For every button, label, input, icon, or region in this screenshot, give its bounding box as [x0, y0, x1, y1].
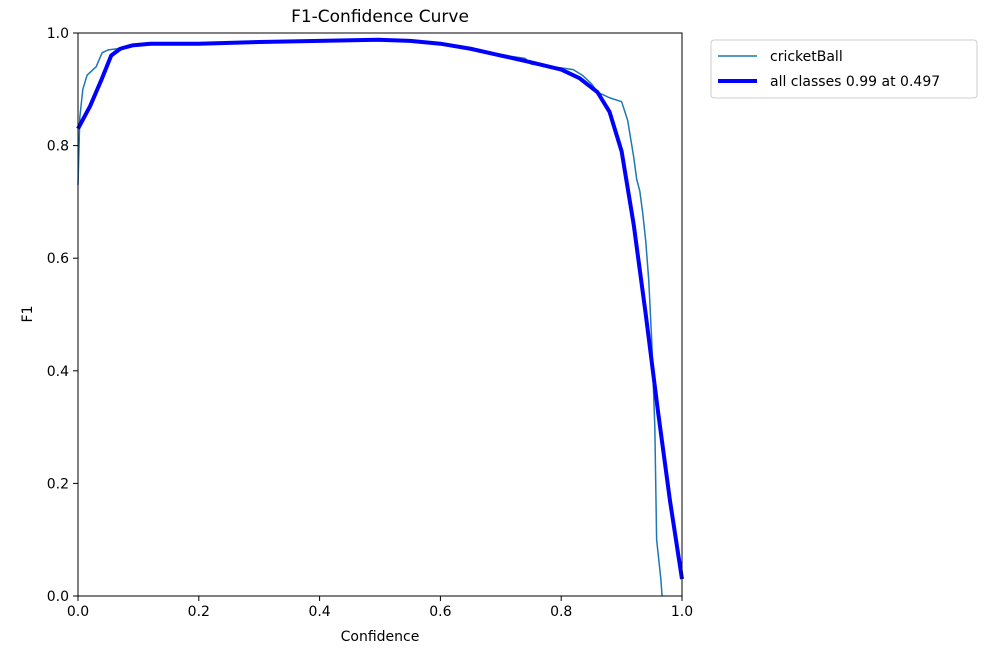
x-tick-label: 0.2 [188, 604, 210, 620]
y-axis-ticks: 0.0 0.2 0.4 0.6 0.8 1.0 [47, 26, 78, 605]
legend-box [710, 39, 978, 99]
x-axis-ticks: 0.0 0.2 0.4 0.6 0.8 1.0 [67, 596, 693, 620]
y-tick-label: 0.0 [47, 589, 69, 605]
x-tick-label: 0.0 [67, 604, 89, 620]
y-tick-label: 0.6 [47, 251, 69, 267]
chart-title: F1-Confidence Curve [291, 7, 469, 27]
x-tick-label: 1.0 [671, 604, 693, 620]
legend: cricketBall all classes 0.99 at 0.497 [710, 39, 978, 99]
x-tick-label: 0.4 [308, 604, 330, 620]
y-tick-label: 0.2 [47, 476, 69, 492]
legend-label-cricketball: cricketBall [770, 49, 843, 65]
plot-frame [77, 32, 683, 597]
x-tick-label: 0.8 [550, 604, 572, 620]
y-tick-label: 1.0 [47, 26, 69, 42]
y-tick-label: 0.4 [47, 364, 69, 380]
x-axis-label: Confidence [341, 629, 420, 645]
legend-label-all-classes: all classes 0.99 at 0.497 [770, 74, 940, 90]
y-axis-label: F1 [20, 306, 36, 323]
y-tick-label: 0.8 [47, 139, 69, 155]
series-line-all-classes [76, 37, 684, 580]
x-tick-label: 0.6 [429, 604, 451, 620]
series-layer [76, 37, 684, 597]
